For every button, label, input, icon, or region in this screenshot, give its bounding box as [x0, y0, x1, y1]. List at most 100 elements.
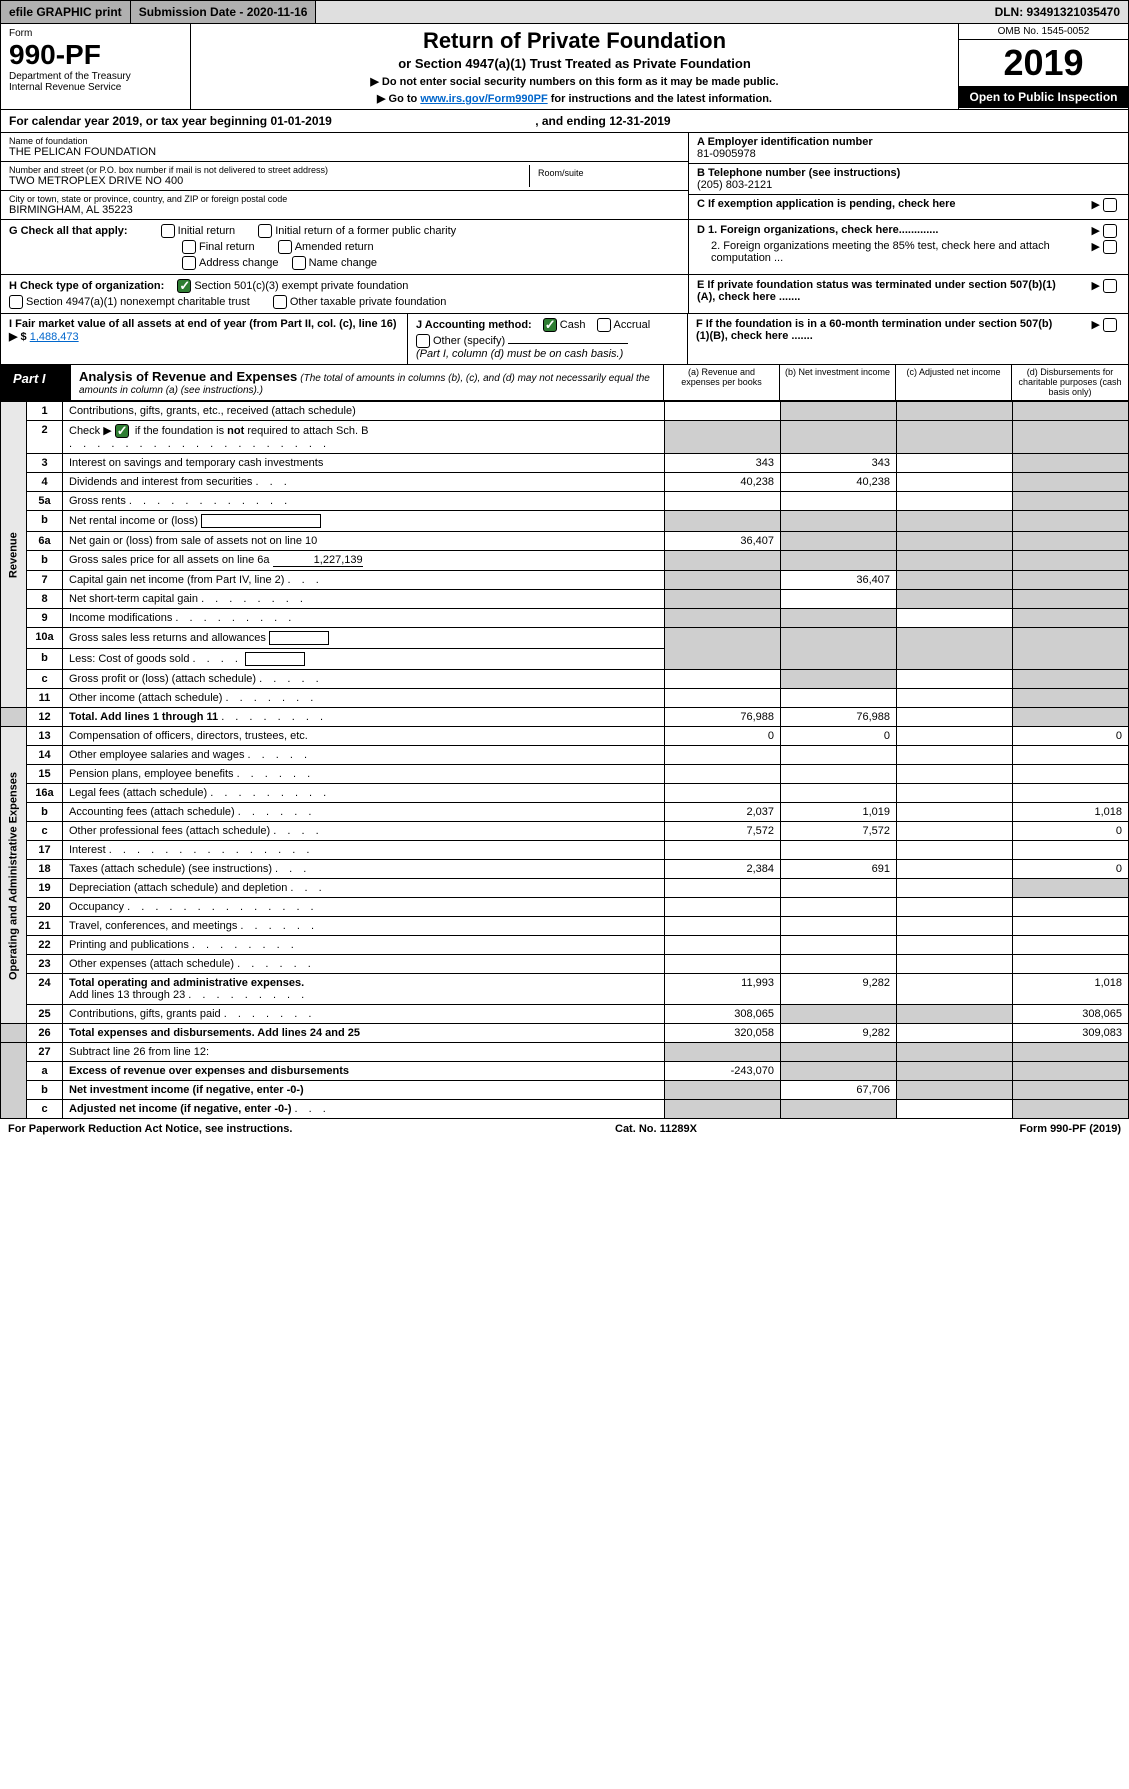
g-final-checkbox[interactable]: [182, 240, 196, 254]
dots: . . . . . . . . . . . . . . . . . . .: [69, 438, 658, 450]
g-initial-former-checkbox[interactable]: [258, 224, 272, 238]
f-checkbox[interactable]: [1103, 318, 1117, 332]
foundation-name-cell: Name of foundation THE PELICAN FOUNDATIO…: [1, 133, 688, 162]
table-row: 21Travel, conferences, and meetings . . …: [1, 917, 1129, 936]
d2-label: 2. Foreign organizations meeting the 85%…: [697, 240, 1057, 264]
irs-link[interactable]: www.irs.gov/Form990PF: [420, 93, 547, 105]
g-initial-checkbox[interactable]: [161, 224, 175, 238]
form-word: Form: [9, 28, 182, 39]
table-row: 7Capital gain net income (from Part IV, …: [1, 571, 1129, 590]
page-footer: For Paperwork Reduction Act Notice, see …: [0, 1119, 1129, 1139]
j-other-checkbox[interactable]: [416, 334, 430, 348]
row-desc: Contributions, gifts, grants, etc., rece…: [63, 402, 665, 421]
c-checkbox[interactable]: [1103, 198, 1117, 212]
ij-block: I Fair market value of all assets at end…: [0, 314, 1129, 365]
f-block: F If the foundation is in a 60-month ter…: [688, 314, 1128, 364]
part1-header: Part I Analysis of Revenue and Expenses …: [0, 365, 1129, 401]
table-row: 27Subtract line 26 from line 12:: [1, 1043, 1129, 1062]
efile-button[interactable]: efile GRAPHIC print: [1, 1, 131, 23]
h-label: H Check type of organization:: [9, 280, 164, 292]
table-row: 14Other employee salaries and wages . . …: [1, 746, 1129, 765]
irs: Internal Revenue Service: [9, 82, 182, 93]
form-right: OMB No. 1545-0052 2019 Open to Public In…: [958, 24, 1128, 109]
g-address-checkbox[interactable]: [182, 256, 196, 270]
d2-row: 2. Foreign organizations meeting the 85%…: [697, 240, 1120, 264]
h-4947-checkbox[interactable]: [9, 295, 23, 309]
col-d-hdr: (d) Disbursements for charitable purpose…: [1012, 365, 1128, 400]
table-row: bNet investment income (if negative, ent…: [1, 1081, 1129, 1100]
phone-value: (205) 803-2121: [697, 179, 1120, 191]
part1-table: Revenue 1 Contributions, gifts, grants, …: [0, 401, 1129, 1119]
ein-value: 81-0905978: [697, 148, 1120, 160]
g-amended-checkbox[interactable]: [278, 240, 292, 254]
col-a-hdr: (a) Revenue and expenses per books: [664, 365, 780, 400]
schb-checkbox[interactable]: [115, 424, 129, 438]
omb: OMB No. 1545-0052: [959, 24, 1128, 40]
table-row: 15Pension plans, employee benefits . . .…: [1, 765, 1129, 784]
g-o1: Initial return: [178, 225, 235, 237]
e-checkbox[interactable]: [1103, 279, 1117, 293]
h-501c3-checkbox[interactable]: [177, 279, 191, 293]
table-row: Revenue 1 Contributions, gifts, grants, …: [1, 402, 1129, 421]
g-block: G Check all that apply: Initial return I…: [1, 220, 688, 274]
street-address: TWO METROPLEX DRIVE NO 400: [9, 175, 529, 187]
j-accrual-checkbox[interactable]: [597, 318, 611, 332]
tax-year: 2019: [959, 40, 1128, 86]
note2-pre: ▶ Go to: [377, 93, 420, 105]
table-row: 4Dividends and interest from securities …: [1, 473, 1129, 492]
table-row: 12Total. Add lines 1 through 11 . . . . …: [1, 708, 1129, 727]
col-b-hdr: (b) Net investment income: [780, 365, 896, 400]
cell-b: [781, 402, 897, 421]
j-cash: Cash: [560, 319, 586, 331]
f-label: F If the foundation is in a 60-month ter…: [696, 318, 1056, 360]
city-cell: City or town, state or province, country…: [1, 191, 688, 219]
form-header: Form 990-PF Department of the Treasury I…: [0, 24, 1129, 110]
form-subtitle: or Section 4947(a)(1) Trust Treated as P…: [199, 56, 950, 71]
submission-date: Submission Date - 2020-11-16: [131, 1, 317, 23]
table-row: 23Other expenses (attach schedule) . . .…: [1, 955, 1129, 974]
j-cash-checkbox[interactable]: [543, 318, 557, 332]
table-row: cOther professional fees (attach schedul…: [1, 822, 1129, 841]
g-o4: Amended return: [295, 241, 374, 253]
footer-left: For Paperwork Reduction Act Notice, see …: [8, 1123, 292, 1135]
table-row: Operating and Administrative Expenses 13…: [1, 727, 1129, 746]
city-state-zip: BIRMINGHAM, AL 35223: [9, 204, 680, 216]
cell-d: [1013, 402, 1129, 421]
ein-cell: A Employer identification number 81-0905…: [689, 133, 1128, 164]
id-left: Name of foundation THE PELICAN FOUNDATIO…: [1, 133, 688, 219]
table-row: bNet rental income or (loss): [1, 511, 1129, 532]
j-accrual: Accrual: [614, 319, 651, 331]
top-bar: efile GRAPHIC print Submission Date - 20…: [0, 0, 1129, 24]
calendar-row: For calendar year 2019, or tax year begi…: [0, 110, 1129, 133]
table-row: 24Total operating and administrative exp…: [1, 974, 1129, 1005]
expenses-side: Operating and Administrative Expenses: [1, 727, 27, 1024]
footer-mid: Cat. No. 11289X: [615, 1123, 697, 1135]
d2-checkbox[interactable]: [1103, 240, 1117, 254]
footer-right: Form 990-PF (2019): [1020, 1123, 1122, 1135]
fmv-value[interactable]: 1,488,473: [30, 331, 79, 343]
table-row: 20Occupancy . . . . . . . . . . . . . .: [1, 898, 1129, 917]
d1-checkbox[interactable]: [1103, 224, 1117, 238]
d-block: D 1. Foreign organizations, check here..…: [688, 220, 1128, 274]
table-row: cAdjusted net income (if negative, enter…: [1, 1100, 1129, 1119]
table-row: 19Depreciation (attach schedule) and dep…: [1, 879, 1129, 898]
g-o5: Address change: [199, 257, 279, 269]
cal-end: 12-31-2019: [609, 114, 670, 128]
form-title: Return of Private Foundation: [199, 28, 950, 54]
cell-c: [897, 402, 1013, 421]
addr-label: Number and street (or P.O. box number if…: [9, 165, 529, 175]
cal-begin: 01-01-2019: [270, 114, 331, 128]
table-row: 3Interest on savings and temporary cash …: [1, 454, 1129, 473]
dept: Department of the Treasury: [9, 71, 182, 82]
table-row: bAccounting fees (attach schedule) . . .…: [1, 803, 1129, 822]
table-row: 18Taxes (attach schedule) (see instructi…: [1, 860, 1129, 879]
g-name-checkbox[interactable]: [292, 256, 306, 270]
street-cell: Number and street (or P.O. box number if…: [9, 165, 530, 187]
id-block: Name of foundation THE PELICAN FOUNDATIO…: [0, 133, 1129, 220]
ein-label: A Employer identification number: [697, 136, 1120, 148]
e-block: E If private foundation status was termi…: [688, 275, 1128, 313]
table-row: bGross sales price for all assets on lin…: [1, 551, 1129, 571]
h-other-checkbox[interactable]: [273, 295, 287, 309]
g-o3: Final return: [199, 241, 255, 253]
j-block: J Accounting method: Cash Accrual Other …: [408, 314, 688, 364]
